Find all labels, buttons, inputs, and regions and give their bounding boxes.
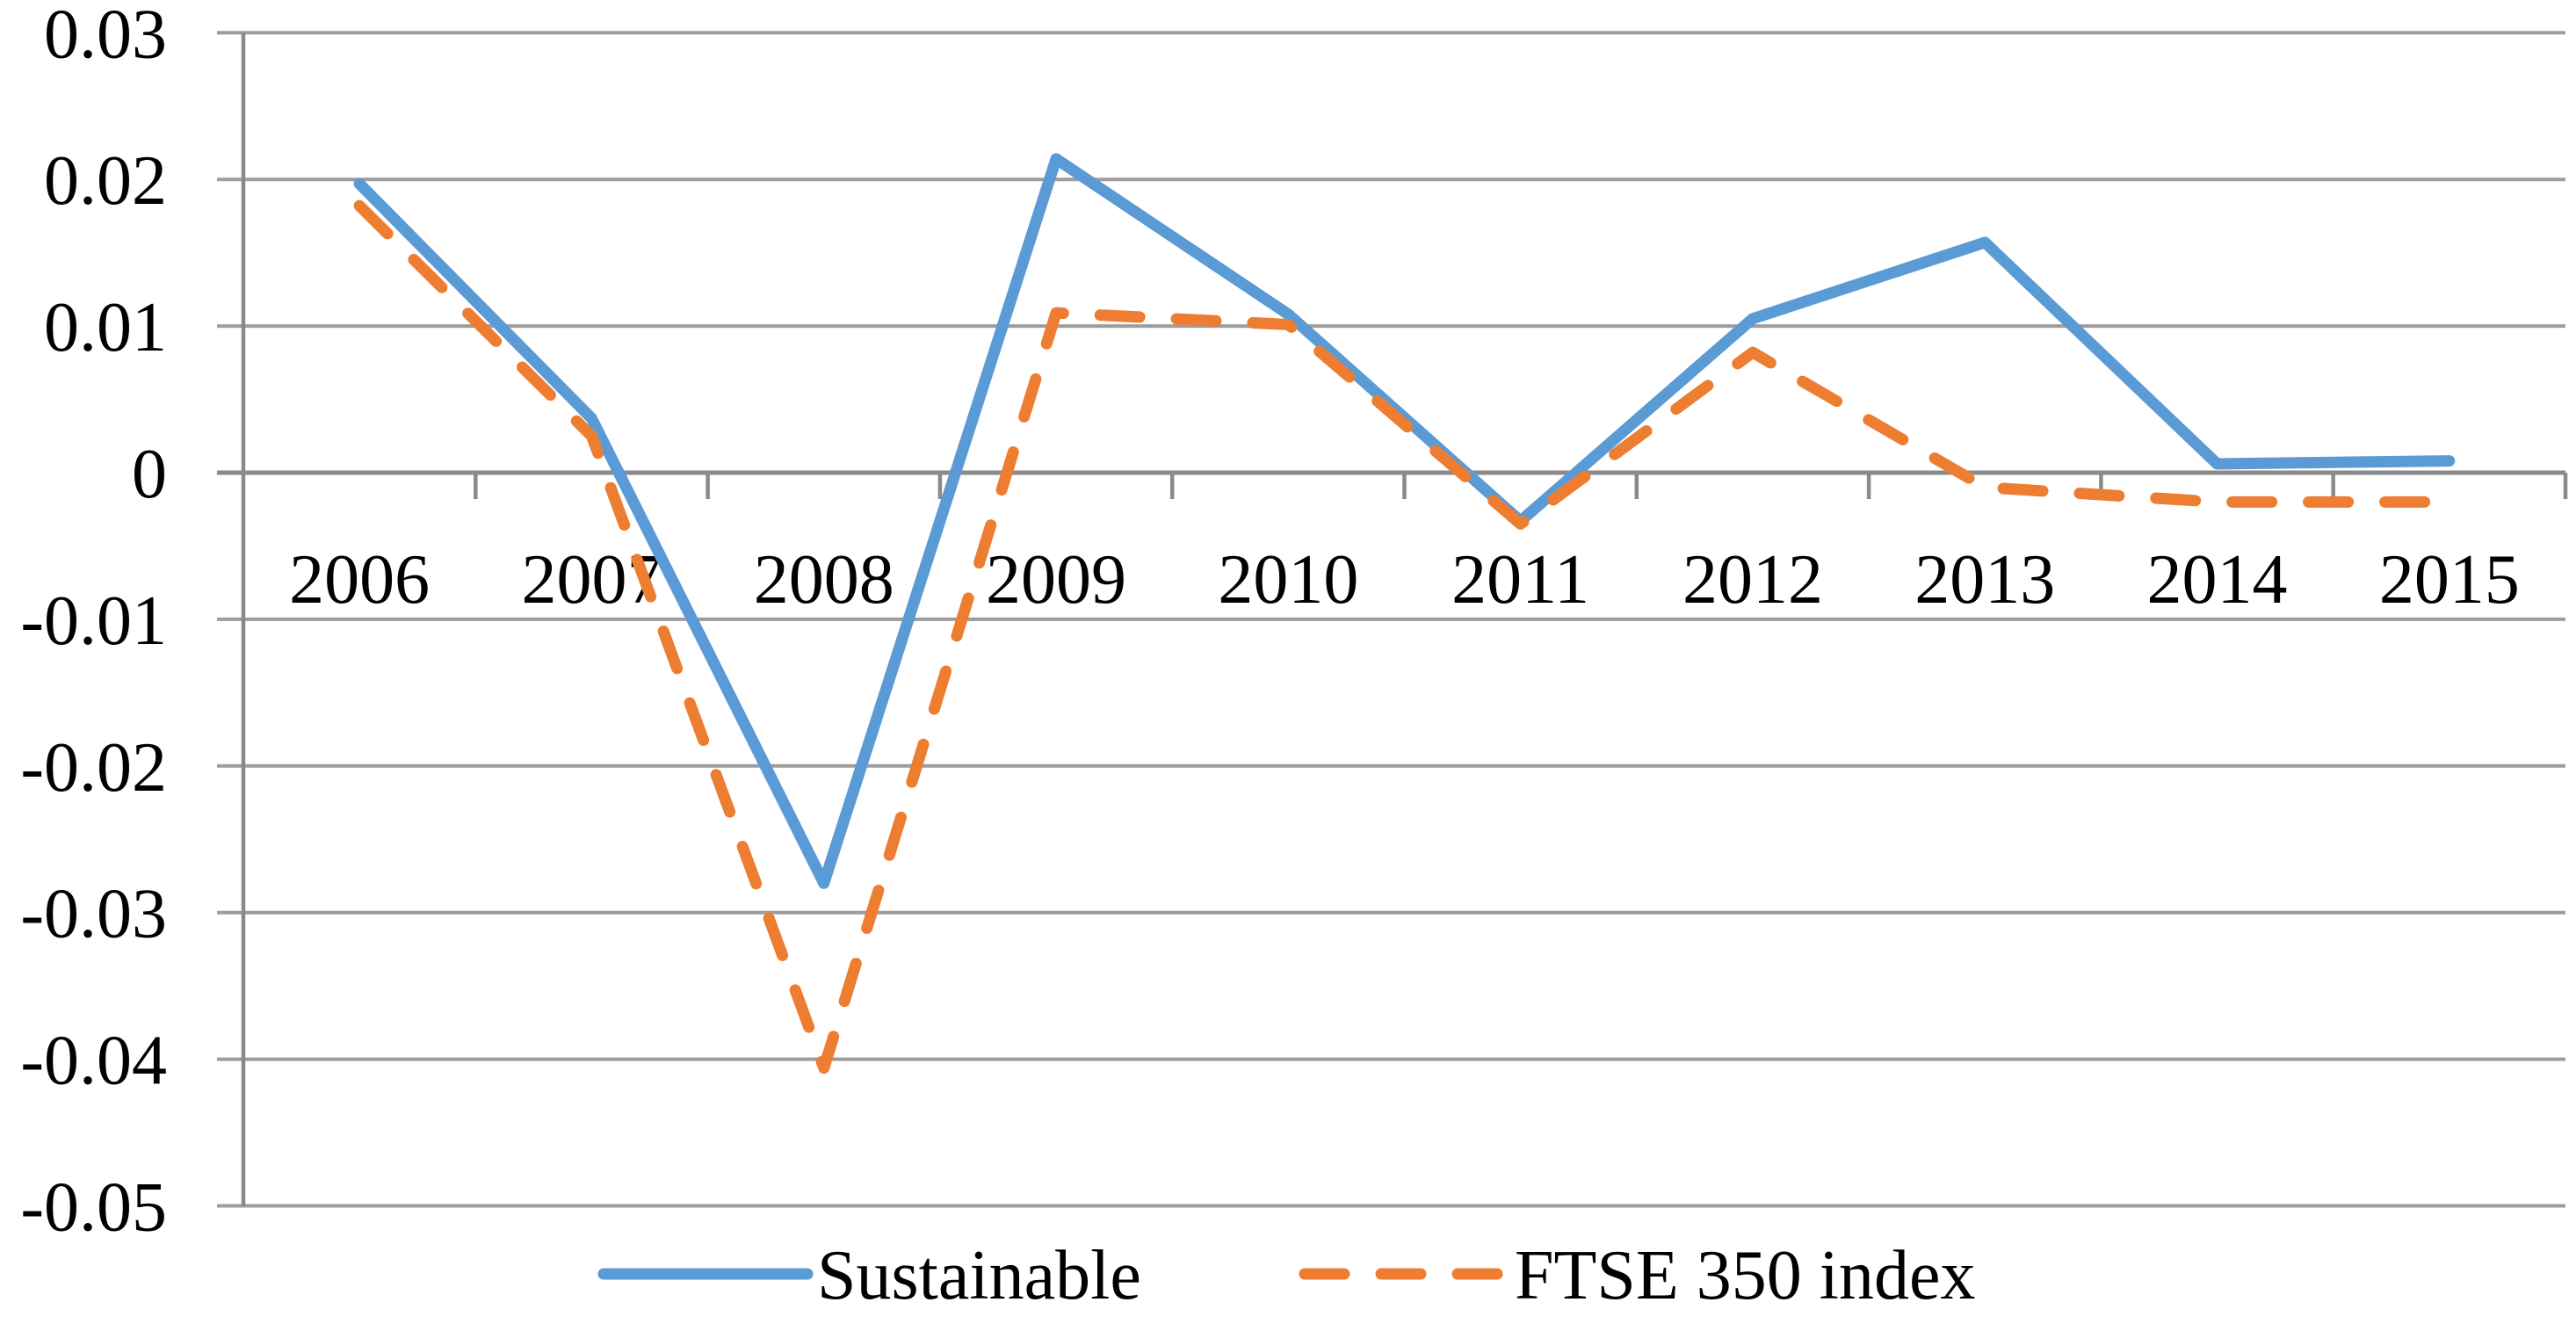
y-tick-label: 0.02 xyxy=(44,142,167,220)
x-category-label: 2006 xyxy=(289,541,430,619)
y-axis-tick-labels: 0.03 0.02 0.01 0 -0.01 -0.02 -0.03 -0.04 -0.05 xyxy=(20,0,167,1247)
legend-item-sustainable: Sustainable xyxy=(597,1237,1141,1314)
series-line-ftse-350-index xyxy=(353,199,2456,1074)
x-category-label: 2013 xyxy=(1914,541,2055,619)
x-category-label: 2011 xyxy=(1451,541,1589,619)
x-category-label: 2008 xyxy=(754,541,894,619)
legend: Sustainable FTSE 350 index xyxy=(597,1237,1975,1314)
x-category-label: 2010 xyxy=(1218,541,1358,619)
y-tick-label: -0.05 xyxy=(20,1169,167,1247)
series-line-sustainable xyxy=(353,153,2456,889)
y-tick-label: -0.04 xyxy=(20,1023,167,1100)
y-tick-label: 0 xyxy=(132,436,167,513)
y-tick-label: -0.01 xyxy=(20,582,167,660)
x-category-label: 2009 xyxy=(986,541,1126,619)
x-category-label: 2014 xyxy=(2147,541,2288,619)
legend-item-ftse-350-index: FTSE 350 index xyxy=(1299,1237,1975,1314)
y-tick-label: 0.01 xyxy=(44,289,167,366)
x-axis-ticks xyxy=(474,473,2568,499)
legend-label-sustainable: Sustainable xyxy=(817,1237,1141,1314)
x-axis-category-labels: 2006 2007 2008 2009 2010 2011 2012 2013 2014 2015 xyxy=(289,541,2520,619)
y-tick-label: 0.03 xyxy=(44,0,167,73)
legend-label-ftse-350-index: FTSE 350 index xyxy=(1515,1237,1975,1314)
x-category-label: 2015 xyxy=(2379,541,2520,619)
x-category-label: 2012 xyxy=(1682,541,1823,619)
y-tick-label: -0.03 xyxy=(20,876,167,953)
series-lines xyxy=(353,153,2456,1074)
y-tick-label: -0.02 xyxy=(20,729,167,807)
y-gridlines xyxy=(217,31,2565,1208)
